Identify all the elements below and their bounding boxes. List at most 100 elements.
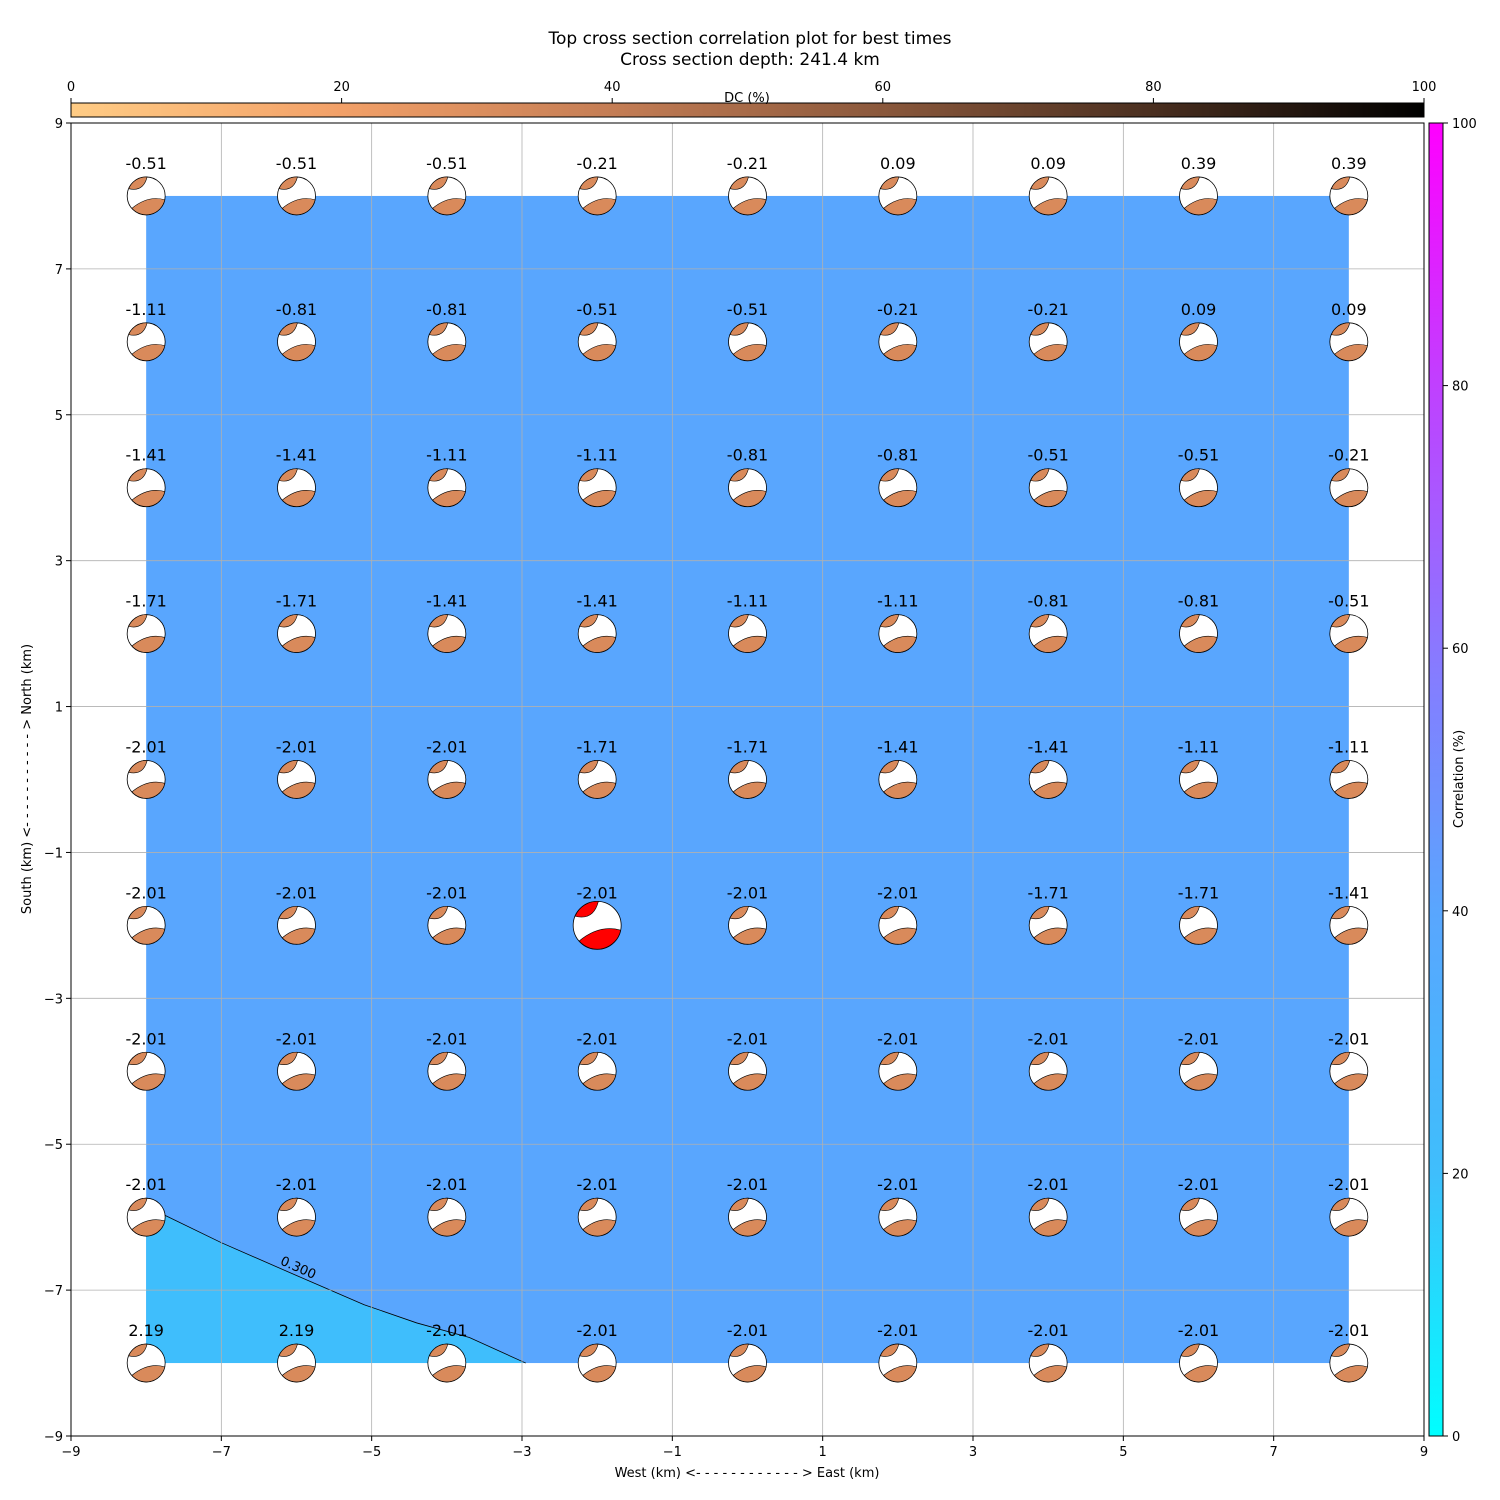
beachball-compression-quadrant (1180, 322, 1200, 336)
beachball-value-label: -0.51 (727, 300, 768, 319)
corr-tick-label: 60 (1452, 642, 1469, 657)
corr-colorbar-fill (1428, 122, 1444, 1437)
beachball-value-label: -2.01 (276, 1029, 317, 1048)
beachball: -2.01 (877, 883, 919, 945)
beachball: -2.01 (1178, 1175, 1219, 1237)
beachball-compression-quadrant (1330, 322, 1351, 336)
beachball-compression-quadrant (1030, 176, 1050, 190)
beachball-compression-quadrant (1334, 1073, 1368, 1091)
beachball: -1.71 (727, 738, 768, 799)
beachball: -2.01 (426, 738, 468, 799)
beachball-compression-quadrant (883, 198, 917, 216)
beachball-compression-quadrant (131, 1365, 166, 1383)
beachball-compression-quadrant (1334, 344, 1368, 361)
beachball-value-label: -1.11 (877, 592, 918, 611)
beachball: -2.01 (1027, 1029, 1069, 1091)
beachball-compression-quadrant (432, 781, 466, 799)
beachball-value-label: -0.21 (1027, 300, 1068, 319)
beachball-compression-quadrant (428, 906, 449, 920)
x-tick-label: 3 (969, 1445, 977, 1460)
beachball-compression-quadrant (729, 322, 749, 336)
beachball: -0.51 (1178, 446, 1219, 508)
beachball-value-label: 0.39 (1331, 154, 1367, 173)
field-low-region (146, 1213, 526, 1364)
beachball-compression-quadrant (883, 927, 917, 945)
beachball-value-label: -2.01 (1027, 1175, 1068, 1194)
beachball-compression-quadrant (1033, 927, 1068, 945)
beachball: -0.81 (1178, 592, 1219, 654)
beachball-compression-quadrant (883, 781, 917, 799)
beachball-compression-quadrant (1334, 198, 1368, 216)
x-tick-label: 1 (819, 1445, 827, 1460)
beachball: -1.11 (1328, 738, 1370, 799)
beachball-compression-quadrant (128, 906, 148, 920)
beachball-value-label: -2.01 (1027, 1321, 1068, 1340)
beachball-compression-quadrant (281, 927, 316, 945)
beachball-value-label: -1.41 (576, 592, 617, 611)
beachball-compression-quadrant (579, 1051, 599, 1065)
beachball-compression-quadrant (1330, 1197, 1351, 1211)
beachball-compression-quadrant (1330, 906, 1351, 920)
beachball-value-label: -0.51 (125, 154, 166, 173)
beachball: -2.01 (1328, 1175, 1370, 1237)
beachball-compression-quadrant (131, 781, 166, 799)
beachball-compression-quadrant (281, 489, 316, 507)
beachball: -1.41 (877, 738, 919, 799)
dc-tick-label: 60 (875, 80, 892, 95)
beachball-compression-quadrant (432, 1365, 466, 1383)
beachball-compression-quadrant (278, 322, 298, 336)
beachball-compression-quadrant (278, 760, 298, 774)
beachball: 0.09 (878, 154, 918, 216)
beachball-value-label: 0.39 (1181, 154, 1217, 173)
beachball: -2.01 (576, 1321, 618, 1383)
beachball-compression-quadrant (1183, 198, 1218, 216)
beachball-value-label: -2.01 (426, 1175, 467, 1194)
corr-tick-label: 0 (1452, 1430, 1460, 1445)
beachball: -1.11 (125, 300, 167, 362)
beachball-value-label: -0.51 (276, 154, 317, 173)
beachball-compression-quadrant (732, 344, 767, 361)
beachball-compression-quadrant (278, 1051, 298, 1065)
beachball-compression-quadrant (1183, 344, 1218, 361)
beachball-value-label: -0.21 (877, 300, 918, 319)
beachball-compression-quadrant (579, 322, 599, 336)
dc-colorbar-fill (70, 102, 1425, 118)
beachball: -2.01 (727, 1175, 768, 1237)
beachball-compression-quadrant (1033, 344, 1068, 361)
dc-tick-label: 40 (604, 80, 621, 95)
beachball-compression-quadrant (432, 344, 466, 361)
dc-tick-label: 20 (333, 80, 350, 95)
beachball-compression-quadrant (582, 635, 617, 653)
beachball-compression-quadrant (428, 614, 449, 628)
beachball-value-label: -2.01 (1027, 1029, 1068, 1048)
beachball-compression-quadrant (732, 635, 767, 653)
beachball-compression-quadrant (883, 344, 917, 361)
beachball-value-label: -2.01 (1178, 1175, 1219, 1194)
beachball-compression-quadrant (582, 489, 617, 507)
beachball-value-label: -2.01 (727, 1175, 768, 1194)
beachball-compression-quadrant (1183, 489, 1218, 507)
beachball-value-label: -1.41 (1328, 883, 1369, 902)
beachball-compression-quadrant (278, 906, 298, 920)
beachball-value-label: -1.71 (276, 592, 317, 611)
beachball-value-label: -1.71 (727, 738, 768, 757)
beachball-compression-quadrant (582, 1219, 617, 1237)
beachball-compression-quadrant (131, 927, 166, 945)
beachball-compression-quadrant (1030, 1197, 1050, 1211)
beachball-compression-quadrant (1180, 176, 1200, 190)
beachball: -0.51 (727, 300, 768, 362)
dc-colorbar-ticks: 0 20 40 60 80 100 (67, 80, 1436, 103)
beachball-value-label: -0.51 (576, 300, 617, 319)
beachball-value-label: -1.41 (276, 446, 317, 465)
beachball-value-label: -1.11 (125, 300, 166, 319)
beachball: -2.01 (1027, 1175, 1069, 1237)
beachball-compression-quadrant (879, 760, 900, 774)
beachball-compression-quadrant (729, 1343, 749, 1357)
beachball: -1.71 (276, 592, 317, 654)
dc-tick-label: 80 (1145, 80, 1162, 95)
beachball-compression-quadrant (582, 781, 617, 799)
beachball-value-label: -0.81 (727, 446, 768, 465)
beachball-value-label: 0.09 (880, 154, 916, 173)
beachball-compression-quadrant (1030, 322, 1050, 336)
beachball-value-label: -2.01 (576, 1175, 617, 1194)
